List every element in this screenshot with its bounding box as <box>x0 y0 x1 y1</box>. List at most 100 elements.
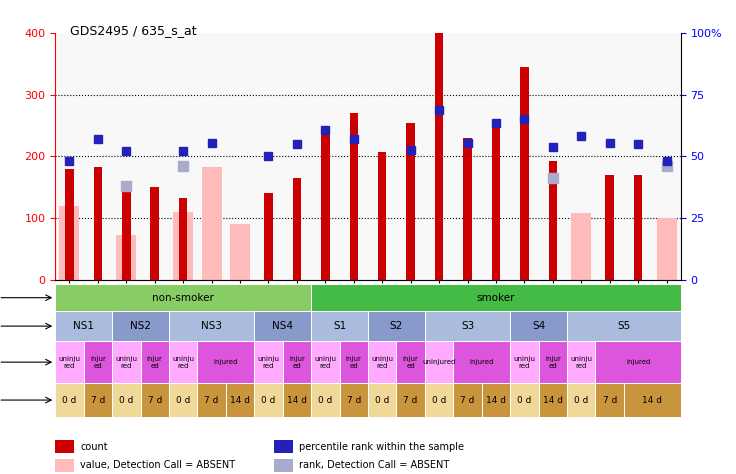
Text: injur
ed: injur ed <box>403 356 419 369</box>
Text: smoker: smoker <box>477 292 515 303</box>
Text: S1: S1 <box>333 321 346 331</box>
Bar <box>539 341 567 383</box>
Text: injur
ed: injur ed <box>346 356 361 369</box>
Bar <box>397 383 425 417</box>
Bar <box>197 383 226 417</box>
Bar <box>453 341 510 383</box>
Text: 7 d: 7 d <box>603 396 617 404</box>
Bar <box>55 341 84 383</box>
Text: injured: injured <box>213 359 238 365</box>
Text: 0 d: 0 d <box>119 396 133 404</box>
Bar <box>397 341 425 383</box>
Text: 0 d: 0 d <box>318 396 333 404</box>
Bar <box>55 459 74 472</box>
Text: 7 d: 7 d <box>347 396 361 404</box>
Bar <box>482 383 510 417</box>
Bar <box>112 383 141 417</box>
Text: 14 d: 14 d <box>486 396 506 404</box>
Bar <box>293 178 301 280</box>
Text: injur
ed: injur ed <box>90 356 106 369</box>
Bar <box>350 113 358 280</box>
Text: uninju
red: uninju red <box>570 356 592 369</box>
Bar <box>55 440 74 453</box>
Bar <box>406 123 415 280</box>
Bar <box>510 311 567 341</box>
Bar <box>657 218 676 280</box>
Bar <box>112 311 169 341</box>
Text: uninju
red: uninju red <box>258 356 280 369</box>
Bar <box>55 311 112 341</box>
Bar <box>93 167 102 280</box>
Text: uninju
red: uninju red <box>371 356 393 369</box>
Text: 7 d: 7 d <box>460 396 475 404</box>
Bar <box>606 175 614 280</box>
Bar <box>425 341 453 383</box>
Text: 14 d: 14 d <box>543 396 563 404</box>
Bar <box>226 383 254 417</box>
Bar <box>378 152 386 280</box>
Bar <box>84 383 112 417</box>
Bar <box>179 198 188 280</box>
Bar <box>274 459 293 472</box>
Bar <box>254 383 283 417</box>
Text: NS1: NS1 <box>73 321 94 331</box>
Bar <box>339 383 368 417</box>
Bar <box>520 67 528 280</box>
Text: 0 d: 0 d <box>63 396 77 404</box>
Text: 0 d: 0 d <box>375 396 389 404</box>
Bar <box>539 383 567 417</box>
Text: 7 d: 7 d <box>91 396 105 404</box>
Bar <box>169 383 197 417</box>
Text: injur
ed: injur ed <box>545 356 561 369</box>
Bar <box>548 161 557 280</box>
Bar <box>492 123 500 280</box>
Text: 0 d: 0 d <box>176 396 191 404</box>
Text: uninju
red: uninju red <box>116 356 138 369</box>
Bar <box>311 311 368 341</box>
Text: S4: S4 <box>532 321 545 331</box>
Bar <box>169 341 197 383</box>
Bar <box>55 383 84 417</box>
Text: 0 d: 0 d <box>261 396 276 404</box>
Text: non-smoker: non-smoker <box>152 292 214 303</box>
Bar <box>339 341 368 383</box>
Text: 14 d: 14 d <box>643 396 662 404</box>
Bar <box>567 383 595 417</box>
Text: count: count <box>80 441 108 452</box>
Bar <box>173 212 193 280</box>
Text: 7 d: 7 d <box>403 396 418 404</box>
Bar <box>84 341 112 383</box>
Bar <box>169 311 254 341</box>
Text: percentile rank within the sample: percentile rank within the sample <box>299 441 464 452</box>
Text: injur
ed: injur ed <box>289 356 305 369</box>
Bar <box>425 383 453 417</box>
Text: uninju
red: uninju red <box>314 356 336 369</box>
Text: uninju
red: uninju red <box>514 356 535 369</box>
Bar <box>230 224 250 280</box>
Bar <box>283 383 311 417</box>
Bar <box>254 341 283 383</box>
Bar <box>624 383 681 417</box>
Bar <box>254 311 311 341</box>
Text: injured: injured <box>626 359 651 365</box>
Text: 14 d: 14 d <box>287 396 307 404</box>
Bar <box>571 213 591 280</box>
Bar <box>595 383 624 417</box>
Bar <box>595 341 681 383</box>
Text: injur
ed: injur ed <box>146 356 163 369</box>
Text: 0 d: 0 d <box>517 396 531 404</box>
Bar <box>567 341 595 383</box>
Bar <box>150 187 159 280</box>
Bar <box>116 235 136 280</box>
Text: NS4: NS4 <box>272 321 293 331</box>
Bar <box>122 187 130 280</box>
Bar <box>60 206 79 280</box>
Bar <box>368 311 425 341</box>
Text: 0 d: 0 d <box>574 396 589 404</box>
Bar <box>321 129 330 280</box>
Bar <box>141 383 169 417</box>
Bar <box>264 193 273 280</box>
Bar <box>141 341 169 383</box>
Text: GDS2495 / 635_s_at: GDS2495 / 635_s_at <box>70 24 197 36</box>
Text: S5: S5 <box>618 321 631 331</box>
